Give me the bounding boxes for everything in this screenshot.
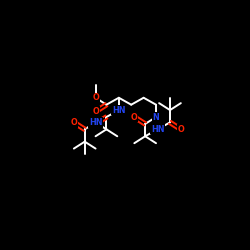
Text: O: O — [92, 120, 99, 128]
Text: O: O — [178, 125, 184, 134]
Text: O: O — [131, 112, 138, 122]
Text: N: N — [153, 112, 160, 122]
Text: O: O — [70, 118, 77, 127]
Text: O: O — [92, 93, 99, 102]
Text: O: O — [92, 107, 99, 116]
Text: HN: HN — [89, 118, 102, 127]
Text: HN: HN — [151, 125, 164, 134]
Text: HN: HN — [112, 106, 126, 114]
